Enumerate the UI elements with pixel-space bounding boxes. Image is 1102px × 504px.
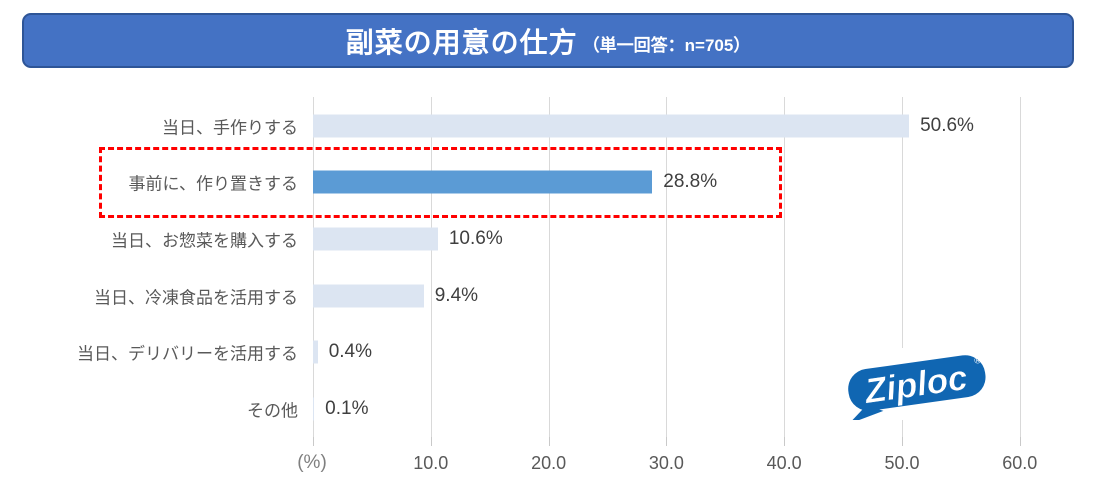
bar — [313, 227, 438, 251]
axis-tick — [902, 437, 903, 446]
axis-tick — [1019, 437, 1021, 446]
category-label: その他 — [247, 401, 298, 421]
x-axis-tick-label: 50.0 — [884, 453, 920, 473]
bar — [313, 340, 318, 364]
bar-row-tedukuri: 当日、手作りする 50.6% — [0, 97, 1102, 154]
x-axis-tick-label: 30.0 — [648, 453, 684, 473]
bar — [313, 114, 910, 137]
gridline — [902, 97, 903, 437]
bar-row-delivery: 当日、デリバリーを活用する 0.4% — [0, 324, 1102, 381]
axis-tick — [430, 437, 432, 446]
value-label: 0.4% — [328, 341, 373, 363]
ziploc-logo: Ziploc ® — [840, 348, 995, 424]
value-label: 0.1% — [325, 398, 369, 419]
gridline — [548, 97, 550, 437]
value-label: 50.6% — [920, 114, 974, 136]
chart-title-banner: 副菜の用意の仕方 （単一回答：n=705） — [22, 13, 1074, 68]
category-label: 当日、冷凍食品を活用する — [94, 288, 298, 308]
value-label: 9.4% — [434, 284, 479, 306]
axis-tick — [666, 437, 668, 446]
chart-subtitle: （単一回答：n=705） — [582, 36, 751, 55]
bar-row-souzai: 当日、お惣菜を購入する 10.6% — [0, 210, 1102, 267]
x-axis-tick-label: 40.0 — [766, 453, 802, 473]
bar-row-reitou: 当日、冷凍食品を活用する 9.4% — [0, 267, 1102, 324]
bar — [313, 284, 424, 308]
ziploc-wordmark: Ziploc — [861, 358, 969, 411]
value-label: 28.8% — [663, 171, 718, 193]
value-label: 10.6% — [448, 227, 503, 249]
gridline — [784, 97, 786, 437]
x-axis-tick-label: 60.0 — [1002, 453, 1038, 473]
axis-tick — [313, 437, 314, 446]
bar-row-tsukurioki: 事前に、作り置きする 28.8% — [0, 154, 1102, 211]
axis-tick — [548, 437, 550, 446]
bar — [313, 397, 315, 421]
category-label: 事前に、作り置きする — [128, 174, 299, 194]
chart-title: 副菜の用意の仕方 — [345, 26, 578, 58]
x-axis-unit-label: (%) — [297, 452, 327, 473]
axis-tick — [784, 437, 786, 446]
bar-highlighted — [313, 170, 653, 194]
category-label: 当日、お惣菜を購入する — [111, 231, 298, 251]
x-axis-tick-label: 20.0 — [531, 453, 567, 473]
highlight-box — [99, 147, 782, 218]
x-axis-tick-label: 10.0 — [413, 453, 449, 473]
gridline — [666, 97, 668, 437]
registered-trademark-symbol: ® — [974, 355, 982, 366]
gridline — [1019, 97, 1021, 437]
ziploc-logo-graphic: Ziploc ® — [848, 355, 986, 424]
gridline — [430, 97, 432, 437]
category-label: 当日、デリバリーを活用する — [77, 344, 298, 364]
bar-row-sonota: その他 0.1% — [0, 381, 1102, 438]
gridline — [313, 97, 314, 437]
category-label: 当日、手作りする — [162, 118, 298, 137]
